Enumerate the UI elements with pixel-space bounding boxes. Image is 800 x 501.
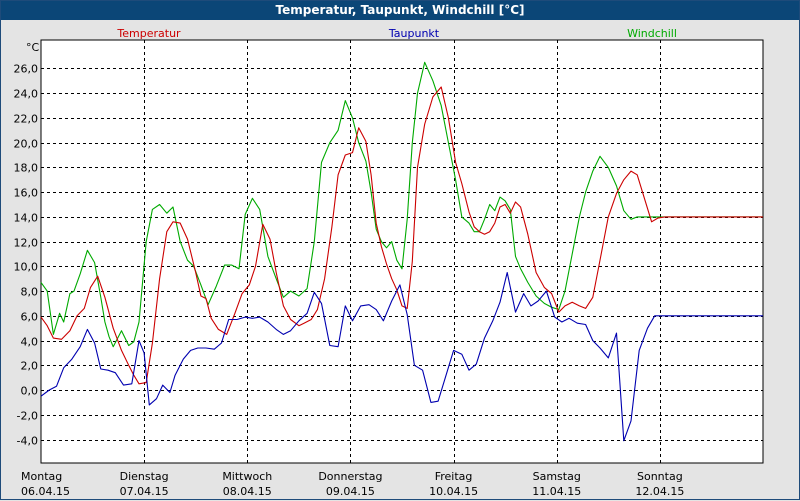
y-tick-label: 0,0 [21, 385, 39, 398]
series-line-taupunkt [40, 271, 763, 442]
y-tick-label: 8,0 [21, 286, 39, 299]
y-tick-label: 16,0 [14, 187, 39, 200]
legend-item-taupunkt: Taupunkt [388, 27, 440, 40]
x-tick-date-label: 09.04.15 [326, 485, 375, 498]
y-tick-label: 20,0 [14, 138, 39, 151]
x-tick-day-label: Freitag [435, 470, 473, 483]
y-tick-label: 10,0 [14, 261, 39, 274]
window-title: Temperatur, Taupunkt, Windchill [°C] [1, 1, 799, 20]
y-tick-label: 24,0 [14, 88, 39, 101]
series-layer [40, 61, 763, 442]
series-line-temperatur [40, 86, 763, 385]
legend: Temperatur Taupunkt Windchill [116, 27, 677, 40]
y-tick-label: 26,0 [14, 63, 39, 76]
x-axis: Montag 06.04.15 Dienstag 07.04.15 Mittwoch 08… [21, 470, 684, 498]
x-tick-date-label: 12.04.15 [635, 485, 684, 498]
x-tick-date-label: 10.04.15 [429, 485, 478, 498]
x-tick-day-label: Samstag [533, 470, 581, 483]
legend-item-temperatur: Temperatur [116, 27, 181, 40]
y-tick-label: 18,0 [14, 162, 39, 175]
y-tick-label: 6,0 [21, 311, 39, 324]
y-tick-label: -2,0 [17, 410, 38, 423]
x-tick-date-label: 07.04.15 [120, 485, 169, 498]
x-tick-day-label: Sonntag [637, 470, 683, 483]
y-unit-label: °C [26, 41, 40, 54]
x-tick-date-label: 06.04.15 [21, 485, 70, 498]
x-tick-date-label: 11.04.15 [532, 485, 581, 498]
plot-area [40, 39, 764, 464]
y-tick-label: 4,0 [21, 336, 39, 349]
y-tick-label: -4,0 [17, 435, 38, 448]
x-tick-date-label: 08.04.15 [223, 485, 272, 498]
y-tick-label: 14,0 [14, 212, 39, 225]
series-line-windchill [40, 61, 763, 348]
x-tick-day-label: Montag [21, 470, 62, 483]
y-axis: 26,0 24,0 22,0 20,0 18,0 16,0 14,0 12,0 10,0 8,0 6… [14, 63, 39, 448]
y-tick-label: 2,0 [21, 360, 39, 373]
y-tick-label: 12,0 [14, 237, 39, 250]
legend-item-windchill: Windchill [627, 27, 677, 40]
y-tick-label: 22,0 [14, 113, 39, 126]
x-tick-day-label: Donnerstag [318, 470, 382, 483]
x-tick-day-label: Dienstag [120, 470, 169, 483]
x-tick-day-label: Mittwoch [222, 470, 272, 483]
